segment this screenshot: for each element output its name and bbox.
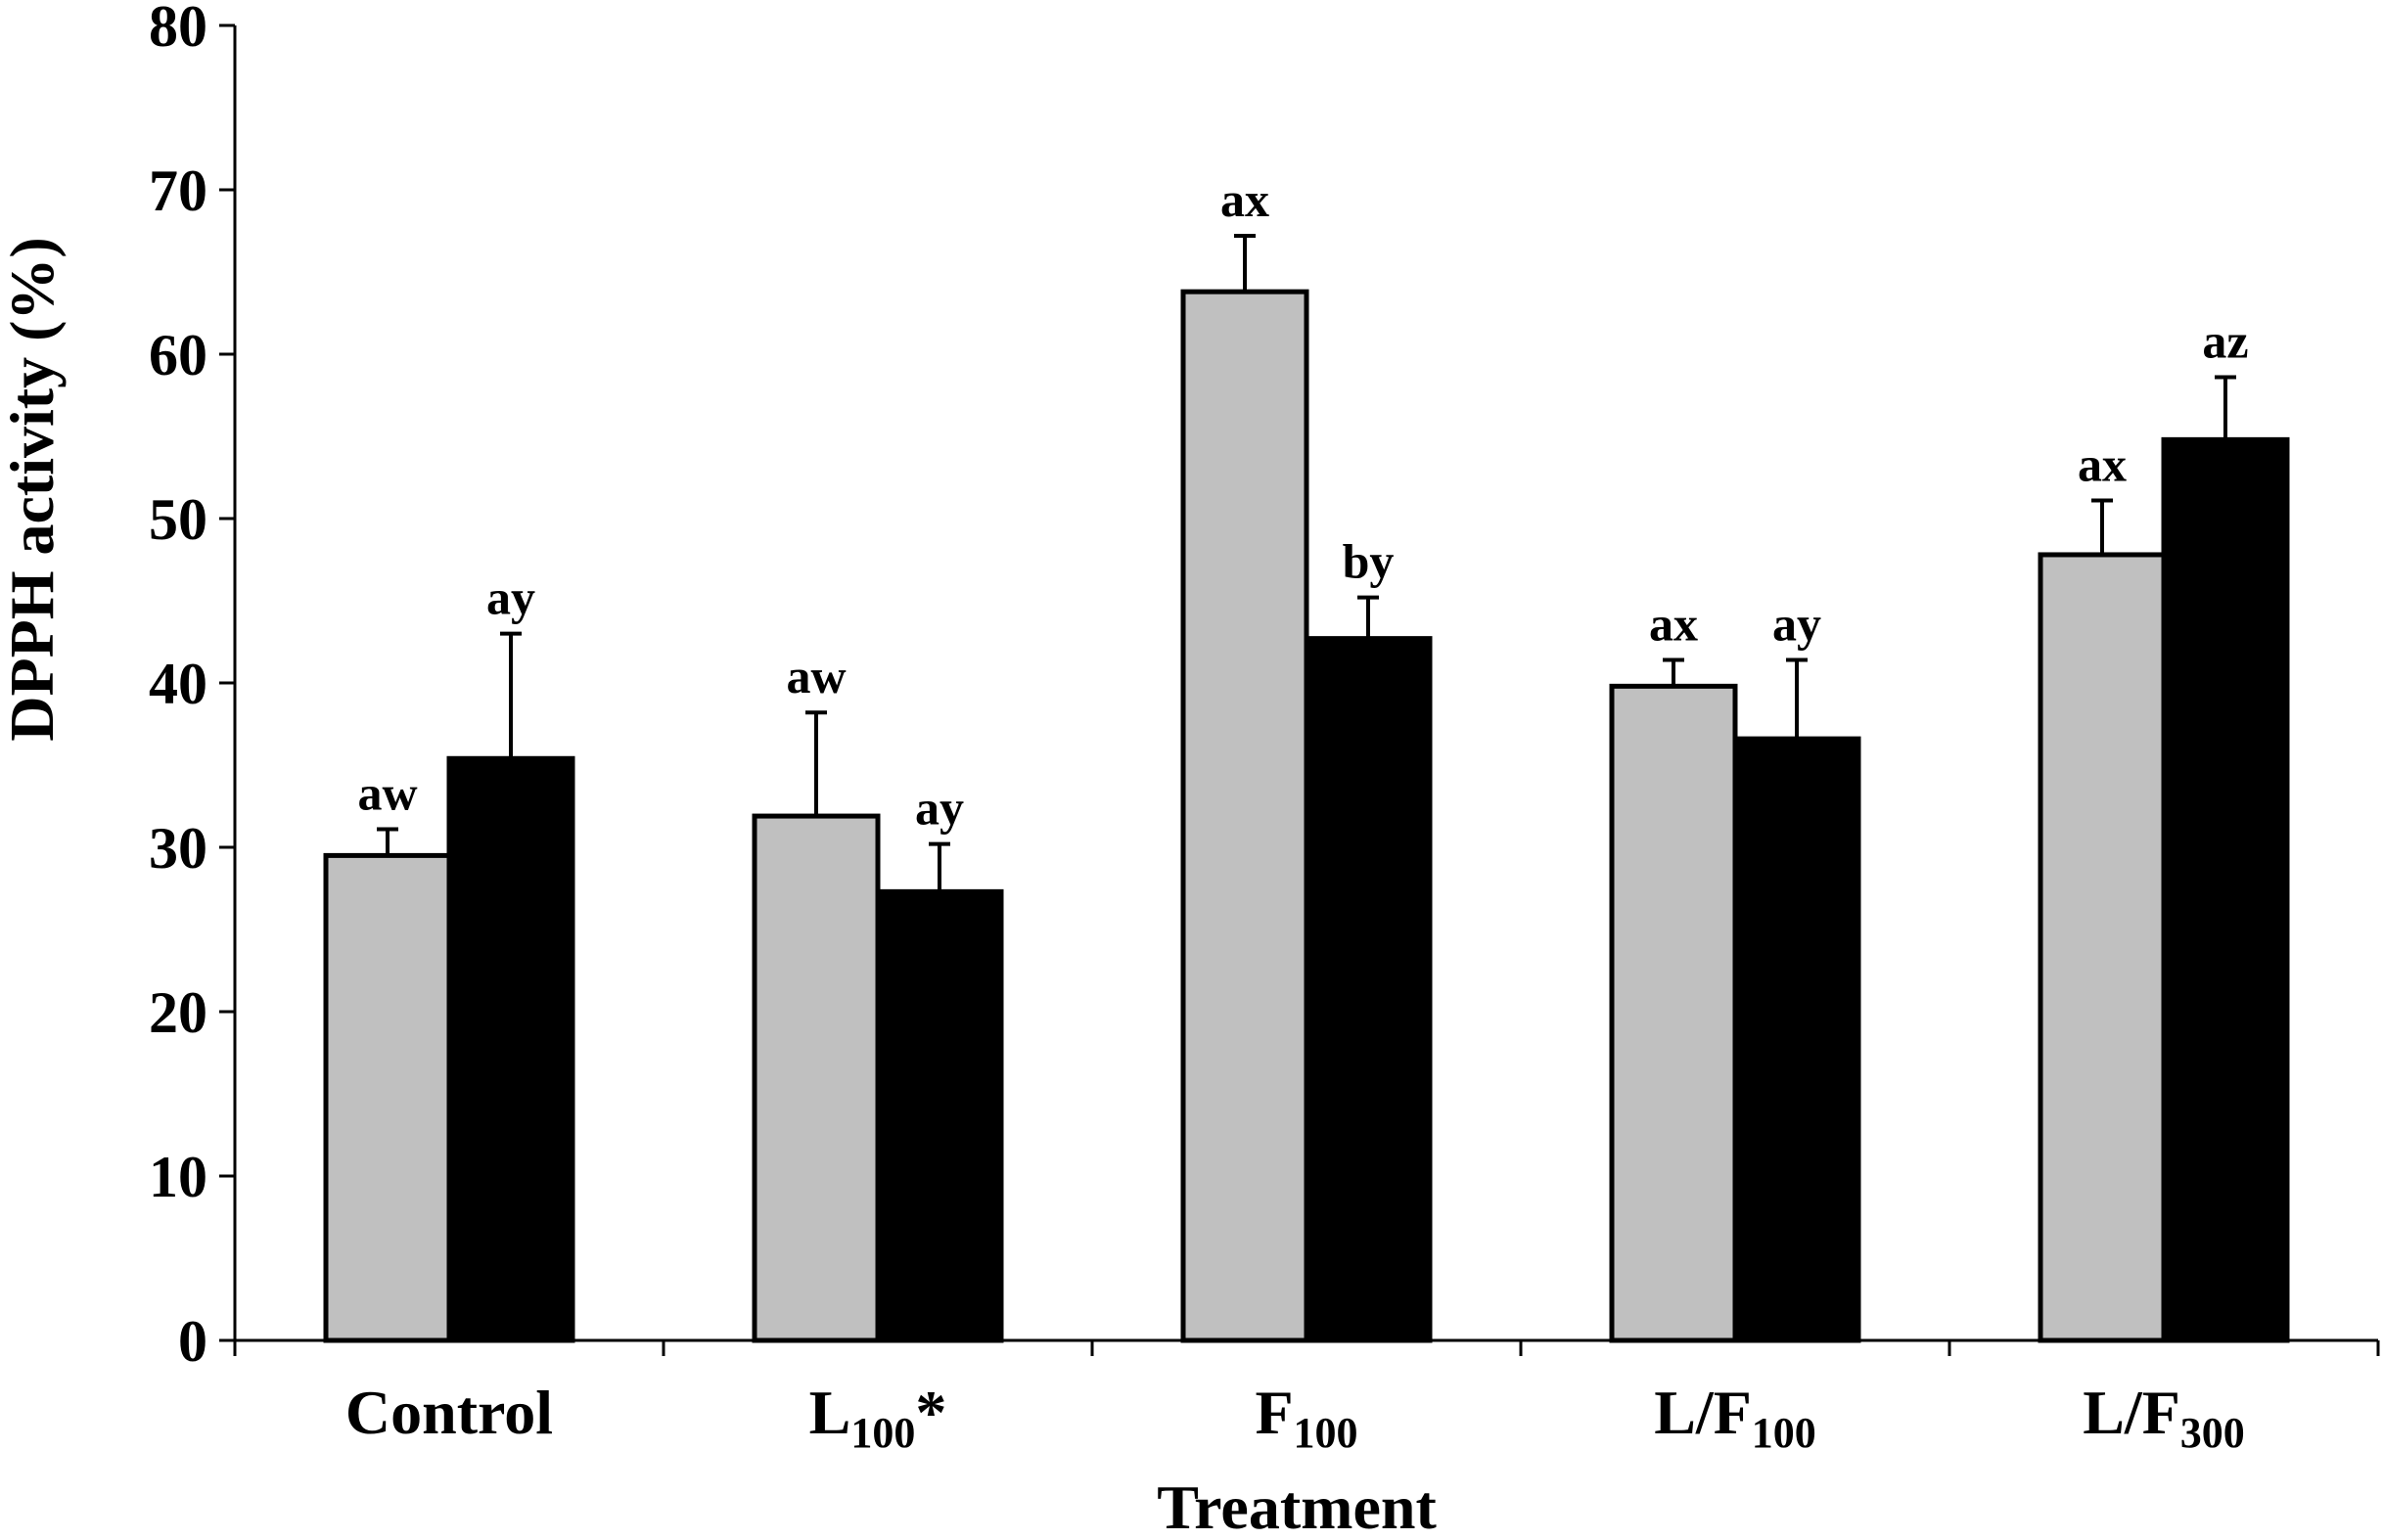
sig-label-series-1-3: ax	[1649, 596, 1698, 651]
sig-label-series-2-2: by	[1343, 534, 1395, 589]
y-tick-label-20: 20	[149, 980, 207, 1045]
bar-series-1-2	[1180, 289, 1309, 1343]
category-suffix: *	[915, 1378, 946, 1447]
x-tick-label-4: L/F300	[2083, 1378, 2245, 1457]
bar-series-2-1	[875, 888, 1004, 1343]
bar-series-1-3	[1609, 683, 1738, 1343]
significance-labels: aw ay aw ay ax by ax ay ax az	[357, 172, 2248, 836]
error-bars	[377, 234, 2236, 892]
bar-series-2-2	[1304, 636, 1433, 1343]
category-main: L/F	[2083, 1378, 2180, 1447]
bar-series-2-0	[446, 755, 575, 1343]
bar-series-2-4	[2161, 436, 2290, 1343]
x-axis-title: Treatment	[1157, 1472, 1437, 1540]
y-tick-label-50: 50	[149, 487, 207, 552]
category-main: Control	[345, 1378, 553, 1447]
y-tick-label-10: 10	[149, 1145, 207, 1209]
category-main: L/F	[1654, 1378, 1752, 1447]
sig-label-series-2-3: ay	[1772, 596, 1821, 651]
sig-label-series-1-1: aw	[786, 649, 846, 703]
y-tick-label-80: 80	[149, 0, 207, 59]
y-axis-title: DPPH activity (%)	[0, 237, 67, 741]
x-tick-label-0: Control	[345, 1378, 553, 1447]
bar-series-2-3	[1732, 736, 1861, 1343]
sig-label-series-1-0: aw	[357, 766, 417, 821]
y-tick-label-70: 70	[149, 159, 207, 223]
category-subscript: 100	[1752, 1409, 1816, 1457]
bars	[323, 289, 2290, 1343]
sig-label-series-2-4: az	[2202, 314, 2248, 369]
sig-label-series-2-1: ay	[915, 781, 964, 836]
bar-series-1-0	[323, 852, 452, 1343]
sig-label-series-1-4: ax	[2078, 437, 2127, 492]
category-subscript: 300	[2180, 1409, 2245, 1457]
y-tick-label-60: 60	[149, 323, 207, 387]
y-tick-label-30: 30	[149, 816, 207, 881]
y-tick-label-0: 0	[178, 1309, 207, 1374]
bar-series-1-4	[2038, 552, 2167, 1343]
category-subscript: 100	[1294, 1409, 1358, 1457]
x-tick-label-1: L100*	[809, 1378, 947, 1457]
y-tick-label-40: 40	[149, 652, 207, 716]
category-subscript: 100	[850, 1409, 915, 1457]
x-tick-labels: Control L100* F100 L/F100 L/F300	[345, 1378, 2245, 1457]
axes: 0 10 20 30 40 50 60 70 80	[149, 0, 2380, 1374]
sig-label-series-1-2: ax	[1220, 172, 1269, 227]
sig-label-series-2-0: ay	[486, 570, 535, 625]
x-tick-label-2: F100	[1255, 1378, 1357, 1457]
category-main: F	[1255, 1378, 1293, 1447]
bar-series-1-1	[752, 813, 881, 1343]
x-tick-label-3: L/F100	[1654, 1378, 1816, 1457]
category-main: L	[809, 1378, 851, 1447]
